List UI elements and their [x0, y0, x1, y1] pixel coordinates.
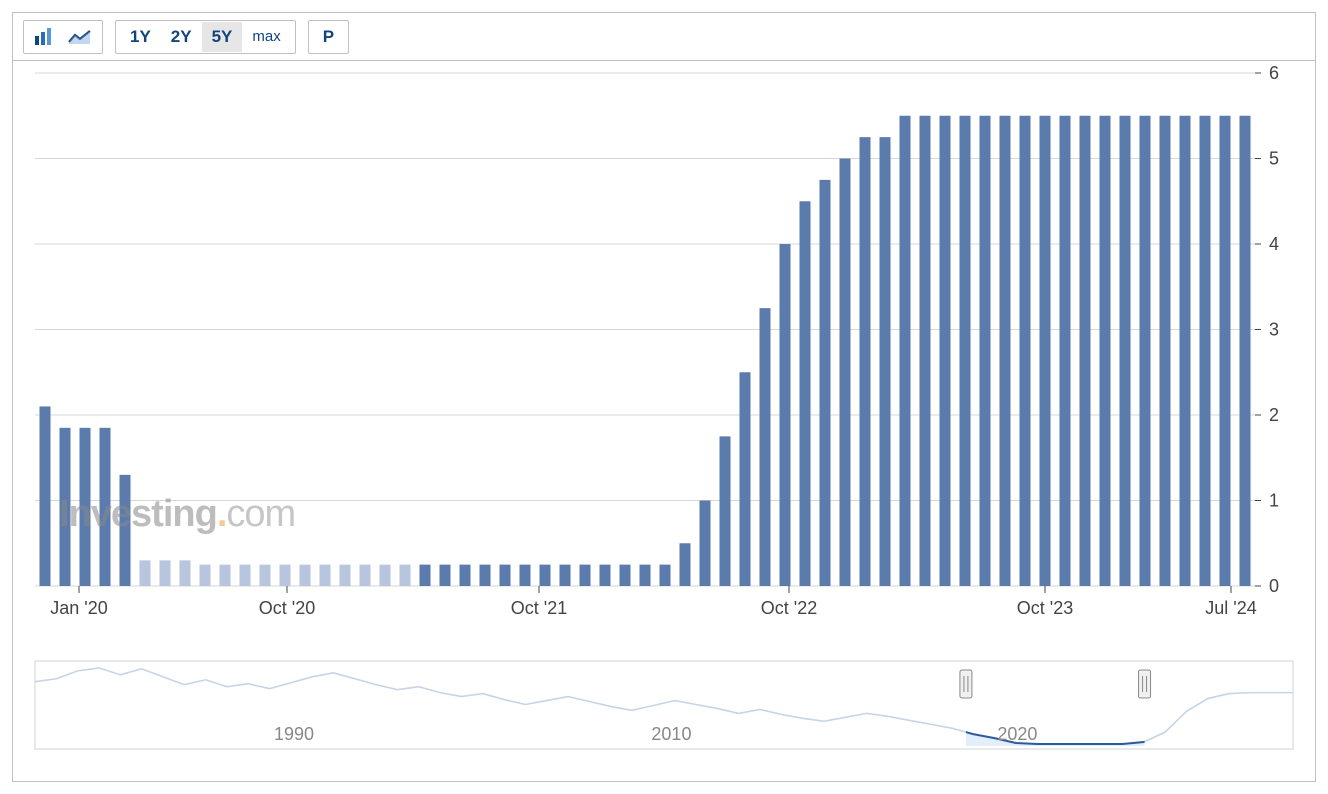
- range-5Y-button[interactable]: 5Y: [202, 22, 243, 52]
- svg-text:Oct '22: Oct '22: [761, 598, 817, 618]
- chart-type-group: [23, 20, 103, 54]
- bar-chart-type-button[interactable]: [28, 22, 62, 52]
- svg-text:Oct '20: Oct '20: [259, 598, 315, 618]
- range-selector-svg: 1990 2010 2020: [13, 656, 1315, 766]
- bar-chart-icon: [34, 28, 56, 46]
- range-selector-area[interactable]: 1990 2010 2020: [13, 656, 1315, 766]
- range-2Y-button[interactable]: 2Y: [161, 22, 202, 52]
- p-button[interactable]: P: [313, 22, 344, 52]
- watermark-suffix: com: [226, 493, 295, 535]
- range-1Y-button[interactable]: 1Y: [120, 22, 161, 52]
- svg-text:2010: 2010: [651, 724, 691, 744]
- main-chart-svg: 0 1 2 3 4 5 6 Jan '20 Oct '20 Oct '21 Oct '22 Oct '…: [13, 61, 1315, 626]
- extra-group: P: [308, 20, 349, 54]
- svg-text:1: 1: [1269, 491, 1279, 511]
- svg-text:3: 3: [1269, 320, 1279, 340]
- svg-text:Jan '20: Jan '20: [50, 598, 107, 618]
- svg-text:6: 6: [1269, 63, 1279, 83]
- svg-text:1990: 1990: [274, 724, 314, 744]
- chart-toolbar: 1Y2Y5Ymax P: [13, 13, 1315, 61]
- range-max-button[interactable]: max: [242, 22, 290, 52]
- time-range-group: 1Y2Y5Ymax: [115, 20, 296, 54]
- svg-text:2: 2: [1269, 405, 1279, 425]
- svg-text:Jul '24: Jul '24: [1205, 598, 1256, 618]
- svg-text:0: 0: [1269, 576, 1279, 596]
- svg-text:Oct '23: Oct '23: [1017, 598, 1073, 618]
- chart-container: 1Y2Y5Ymax P 0 1 2 3 4 5 6 Jan '20 Oct '20 Oct '21…: [12, 12, 1316, 782]
- main-chart-area[interactable]: 0 1 2 3 4 5 6 Jan '20 Oct '20 Oct '21 Oct '22 Oct '…: [13, 61, 1315, 626]
- svg-text:4: 4: [1269, 234, 1279, 254]
- svg-text:2020: 2020: [997, 724, 1037, 744]
- line-chart-type-button[interactable]: [62, 22, 98, 52]
- svg-text:5: 5: [1269, 149, 1279, 169]
- watermark-dot: .: [217, 493, 227, 535]
- watermark-text: Investing: [59, 493, 217, 535]
- svg-text:Oct '21: Oct '21: [511, 598, 567, 618]
- watermark: Investing.com: [59, 493, 295, 536]
- line-chart-icon: [68, 29, 92, 45]
